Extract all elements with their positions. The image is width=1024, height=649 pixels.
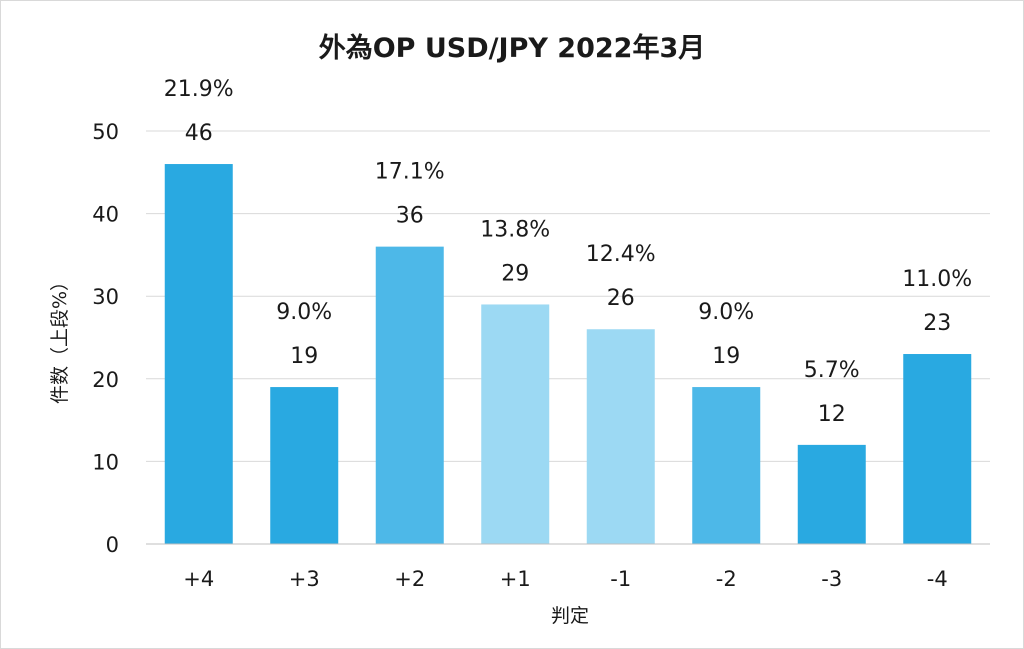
bar xyxy=(903,354,972,544)
percent-label: 11.0% xyxy=(902,267,972,292)
y-tick-label: 0 xyxy=(106,533,119,557)
bar xyxy=(164,164,233,545)
chart-title: 外為OP USD/JPY 2022年3月 xyxy=(319,32,706,64)
x-axis-ticks: +4 +3 +2 +1 -1 -2 -3 -4 xyxy=(183,567,947,591)
value-label: 19 xyxy=(712,344,740,369)
y-tick-label: 10 xyxy=(92,450,119,474)
value-label: 26 xyxy=(607,286,635,311)
bars xyxy=(164,164,972,545)
percent-label: 9.0% xyxy=(276,300,332,325)
percent-label: 17.1% xyxy=(375,160,445,185)
x-tick-label: -4 xyxy=(927,567,948,591)
x-tick-label: +2 xyxy=(394,567,425,591)
percent-label: 13.8% xyxy=(480,217,550,242)
percent-label: 5.7% xyxy=(804,358,860,383)
value-label: 29 xyxy=(501,261,529,286)
x-tick-label: -3 xyxy=(821,567,842,591)
bar xyxy=(797,444,866,544)
percent-label: 12.4% xyxy=(586,242,656,267)
value-label: 46 xyxy=(185,121,213,146)
x-axis-label: 判定 xyxy=(551,605,589,627)
bar xyxy=(481,304,550,544)
percent-label: 21.9% xyxy=(164,77,234,102)
value-label: 19 xyxy=(290,344,318,369)
y-tick-label: 30 xyxy=(92,285,119,309)
bar xyxy=(586,329,655,544)
x-tick-label: +4 xyxy=(183,567,214,591)
y-axis-ticks: 0 10 20 30 40 50 xyxy=(92,120,119,557)
bar xyxy=(692,387,761,544)
x-tick-label: +1 xyxy=(500,567,531,591)
x-tick-label: -1 xyxy=(610,567,631,591)
x-tick-label: +3 xyxy=(289,567,320,591)
y-tick-label: 20 xyxy=(92,368,119,392)
y-tick-label: 50 xyxy=(92,120,119,144)
value-label: 36 xyxy=(396,204,424,229)
data-labels: 46 21.9% 19 9.0% 36 17.1% 29 13.8% 26 12.4% 19 9.0%… xyxy=(164,77,972,427)
x-tick-label: -2 xyxy=(716,567,737,591)
bar xyxy=(375,246,444,544)
y-axis-label: 件数（上段%） xyxy=(49,272,71,404)
y-tick-label: 40 xyxy=(92,203,119,227)
value-label: 23 xyxy=(923,311,951,336)
percent-label: 9.0% xyxy=(698,300,754,325)
bar xyxy=(270,387,339,544)
value-label: 12 xyxy=(818,402,846,427)
